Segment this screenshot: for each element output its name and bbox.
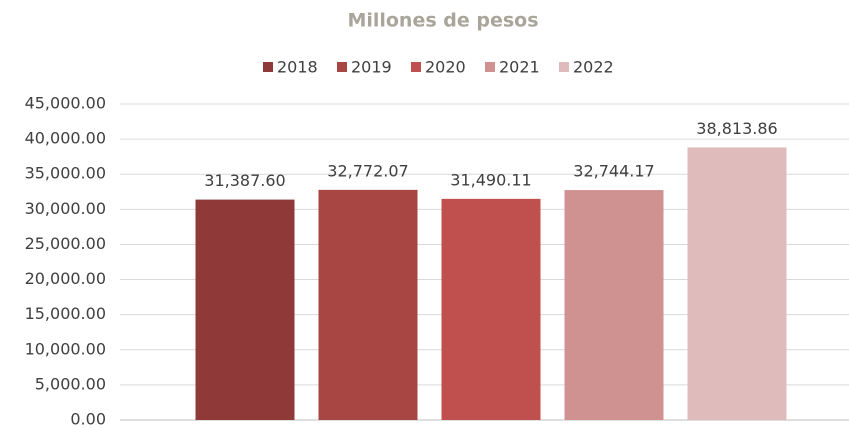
legend-swatch bbox=[485, 62, 495, 72]
y-tick-label: 15,000.00 bbox=[25, 304, 106, 323]
y-tick-label: 30,000.00 bbox=[25, 199, 106, 218]
bar bbox=[195, 199, 295, 420]
bar bbox=[441, 198, 541, 420]
y-tick-label: 45,000.00 bbox=[25, 94, 106, 113]
legend-swatch bbox=[559, 62, 569, 72]
data-label: 32,744.17 bbox=[573, 162, 654, 181]
y-tick-label: 0.00 bbox=[70, 410, 106, 429]
legend-label: 2020 bbox=[425, 58, 466, 77]
legend-swatch bbox=[263, 62, 273, 72]
legend-label: 2018 bbox=[277, 58, 318, 77]
legend-label: 2019 bbox=[351, 58, 392, 77]
bar bbox=[318, 189, 418, 420]
legend-label: 2022 bbox=[573, 58, 614, 77]
chart-title: Millones de pesos bbox=[347, 10, 538, 32]
data-label: 32,772.07 bbox=[327, 161, 408, 180]
legend-swatch bbox=[337, 62, 347, 72]
y-tick-label: 10,000.00 bbox=[25, 339, 106, 358]
bar bbox=[687, 147, 787, 421]
data-label: 38,813.86 bbox=[696, 119, 777, 138]
y-tick-label: 40,000.00 bbox=[25, 129, 106, 148]
legend-swatch bbox=[411, 62, 421, 72]
y-tick-label: 20,000.00 bbox=[25, 269, 106, 288]
data-label: 31,387.60 bbox=[204, 171, 285, 190]
data-label: 31,490.11 bbox=[450, 170, 531, 189]
bar bbox=[564, 190, 664, 420]
legend-label: 2021 bbox=[499, 58, 540, 77]
y-tick-label: 35,000.00 bbox=[25, 164, 106, 183]
y-tick-label: 25,000.00 bbox=[25, 234, 106, 253]
y-tick-label: 5,000.00 bbox=[35, 374, 106, 393]
